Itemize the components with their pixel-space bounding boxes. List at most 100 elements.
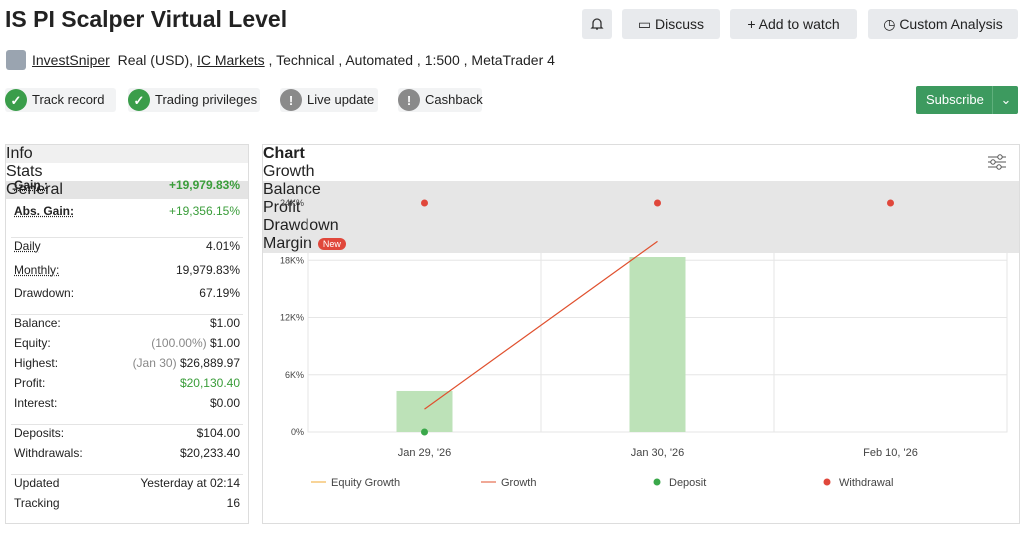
stat-value: 4.01%	[206, 237, 240, 255]
stats-panel: Info Stats General Gain : +19,979.83% Abs. Ga…	[5, 144, 249, 524]
chart-tab[interactable]: Drawdown	[263, 217, 1019, 235]
tab[interactable]: Info	[6, 145, 248, 163]
separator	[11, 314, 243, 315]
subscribe-button[interactable]: Subscribe ⌄	[916, 86, 1018, 114]
badge-label: Live update	[307, 92, 375, 107]
stat-row: Updated Yesterday at 02:14	[14, 474, 240, 492]
stat-label: Drawdown:	[14, 286, 75, 300]
legend-label: Equity Growth	[331, 477, 400, 489]
legend-label: Withdrawal	[839, 477, 893, 489]
analysis-button[interactable]: ◷ Custom Analysis	[868, 9, 1018, 39]
legend-label: Growth	[501, 477, 536, 489]
discuss-button[interactable]: ▭ Discuss	[622, 9, 720, 39]
stat-value-text: $20,130.40	[179, 376, 240, 390]
stat-note: (Jan 30)	[132, 356, 177, 370]
badge-label: Cashback	[425, 92, 483, 107]
stat-value-text: $26,889.97	[179, 356, 240, 370]
stat-note: (100.00%)	[151, 336, 207, 350]
account: Real (USD),	[117, 52, 194, 68]
tab[interactable]: Stats	[6, 163, 248, 181]
y-tick-label: 18K%	[280, 255, 304, 265]
stat-value: 16	[227, 494, 240, 512]
stat-value: +19,356.15%	[169, 202, 240, 220]
y-tick-label: 24K%	[280, 198, 304, 208]
new-badge: New	[317, 237, 346, 250]
stat-value-text: +19,979.83%	[168, 178, 240, 192]
stat-value-text: $1.00	[209, 316, 240, 330]
stat-value: 67.19%	[199, 284, 240, 302]
stat-value: $1.00	[210, 314, 240, 332]
stat-value-text: Yesterday at 02:14	[140, 476, 240, 490]
stat-label: Deposits:	[14, 426, 65, 440]
badge-icon: ✓	[128, 89, 150, 111]
stat-value: Yesterday at 02:14	[140, 474, 240, 492]
stat-value: $104.00	[197, 424, 240, 442]
stat-row: Withdrawals: $20,233.40	[14, 444, 240, 462]
stat-label: Daily	[14, 239, 41, 253]
point	[421, 199, 428, 207]
stat-label: Withdrawals:	[14, 446, 83, 460]
legend-swatch	[823, 478, 831, 486]
badge: ! Live update	[280, 88, 378, 112]
stat-row: Balance: $1.00	[14, 314, 240, 332]
stat-value: (Jan 30) $26,889.97	[133, 354, 240, 372]
stat-value-text: $104.00	[196, 426, 240, 440]
legend-label: Deposit	[669, 477, 706, 489]
badge-icon: !	[280, 89, 302, 111]
chart-tab[interactable]: Chart	[263, 145, 1019, 163]
broker-link[interactable]: IC Markets	[196, 52, 265, 68]
stat-label: Interest:	[14, 396, 58, 410]
button-label: Add to watch	[758, 16, 840, 32]
x-tick-label: Feb 10, '26	[863, 447, 918, 459]
stat-row: Profit: $20,130.40	[14, 374, 240, 392]
stat-value: (100.00%) $1.00	[151, 334, 240, 352]
point	[887, 199, 894, 207]
stat-value: 19,979.83%	[176, 261, 240, 279]
stat-row: Drawdown: 67.19%	[14, 284, 240, 302]
button-label: Discuss	[655, 16, 705, 32]
stat-value: +19,979.83%	[169, 176, 240, 194]
stat-label: Highest:	[14, 356, 59, 370]
stat-row: Monthly: 19,979.83%	[14, 261, 240, 279]
settings-icon[interactable]	[987, 153, 1007, 171]
chart-tab[interactable]: Growth	[263, 163, 1019, 181]
stat-value: $20,233.40	[180, 444, 240, 462]
stat-label: Balance:	[14, 316, 61, 330]
stat-label: Tracking	[14, 496, 60, 510]
separator	[11, 474, 243, 475]
stat-value-text: 19,979.83%	[175, 262, 240, 277]
stat-label: Updated	[14, 476, 60, 490]
stat-value: $20,130.40	[180, 374, 240, 392]
stat-label: Profit:	[14, 376, 46, 390]
watch-button[interactable]: + Add to watch	[730, 9, 857, 39]
chart-tab[interactable]: Margin New	[263, 235, 1019, 253]
stat-value: $0.00	[210, 394, 240, 412]
badge: ! Cashback	[398, 88, 483, 112]
stat-row: Equity: (100.00%) $1.00	[14, 334, 240, 352]
bar	[396, 390, 453, 432]
bell-button[interactable]	[582, 9, 612, 39]
stat-value-text: 16	[226, 496, 240, 510]
details: InvestSniper Real (USD), IC Markets , Te…	[32, 52, 555, 68]
y-tick-label: 12K%	[280, 313, 304, 323]
stat-row: Gain : +19,979.83%	[14, 176, 240, 194]
x-tick-label: Jan 29, '26	[398, 447, 451, 459]
badge: ✓ Track record	[5, 88, 116, 112]
stat-row: Abs. Gain: +19,356.15%	[14, 202, 240, 220]
stat-label: Gain :	[14, 178, 49, 192]
author-link[interactable]: InvestSniper	[32, 52, 110, 68]
stat-row: Interest: $0.00	[14, 394, 240, 412]
y-tick-label: 6K%	[285, 370, 304, 380]
badge-icon: !	[398, 89, 420, 111]
button-label: Custom Analysis	[899, 16, 1003, 32]
stat-value-text: $0.00	[209, 396, 240, 410]
stat-row: Deposits: $104.00	[14, 424, 240, 442]
badge-icon: ✓	[5, 89, 27, 111]
x-tick-label: Jan 30, '26	[631, 447, 684, 459]
stat-row: Highest: (Jan 30) $26,889.97	[14, 354, 240, 372]
tab[interactable]: General	[6, 181, 248, 199]
point	[421, 428, 428, 436]
stat-value-text: +19,356.15%	[168, 204, 240, 218]
separator	[11, 424, 243, 425]
